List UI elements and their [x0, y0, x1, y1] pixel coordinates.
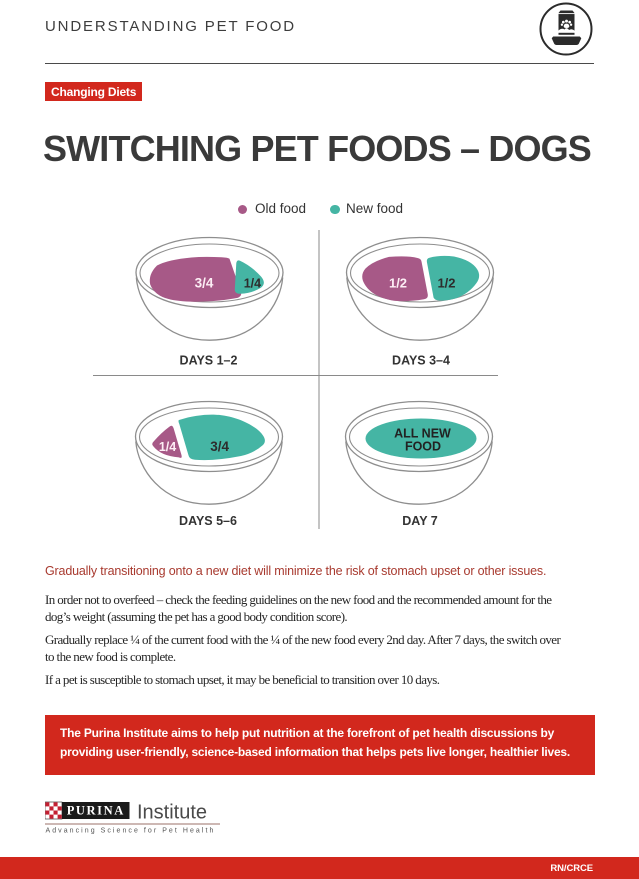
svg-text:3/4: 3/4 [210, 439, 229, 454]
svg-text:1/2: 1/2 [437, 275, 455, 290]
svg-text:DAY 7: DAY 7 [402, 514, 437, 528]
svg-text:3/4: 3/4 [195, 275, 214, 290]
svg-text:1/4: 1/4 [159, 440, 176, 454]
svg-text:PURINA: PURINA [67, 804, 125, 818]
svg-text:1/2: 1/2 [389, 275, 407, 290]
svg-text:FOOD: FOOD [405, 440, 441, 454]
svg-text:DAYS 1–2: DAYS 1–2 [180, 354, 238, 368]
svg-text:DAYS 3–4: DAYS 3–4 [392, 354, 450, 368]
svg-text:ALL NEW: ALL NEW [394, 427, 451, 441]
svg-text:Institute: Institute [137, 802, 207, 824]
svg-text:1/4: 1/4 [244, 276, 261, 290]
svg-text:Advancing Science for Pet Heal: Advancing Science for Pet Health [46, 828, 216, 835]
svg-text:DAYS 5–6: DAYS 5–6 [179, 514, 237, 528]
